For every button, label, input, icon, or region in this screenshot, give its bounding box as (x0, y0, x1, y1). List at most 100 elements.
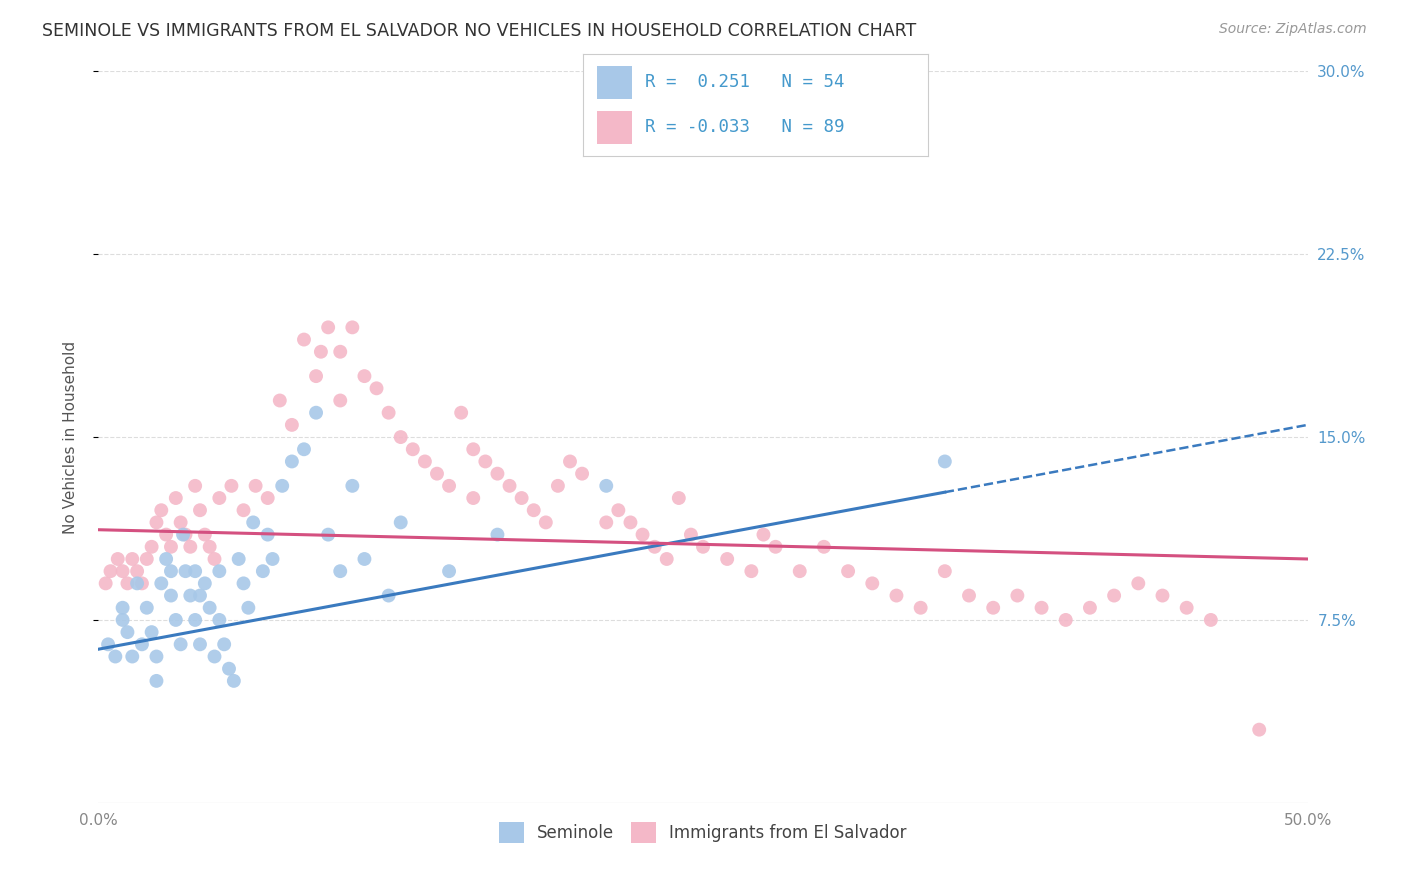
Point (131, 637, 153, 651)
Point (366, 381, 388, 395)
Point (450, 406, 472, 420)
Point (498, 479, 520, 493)
Point (426, 467, 449, 481)
Point (934, 564, 956, 578)
Point (281, 417, 304, 432)
Point (145, 516, 167, 530)
Point (292, 442, 315, 457)
Point (121, 552, 143, 566)
Point (595, 479, 617, 493)
Point (595, 516, 617, 530)
Point (117, 625, 139, 640)
Point (752, 527, 775, 541)
Point (269, 393, 291, 408)
Point (204, 552, 226, 566)
Point (117, 576, 139, 591)
Point (111, 600, 134, 615)
Point (329, 564, 352, 578)
Point (160, 540, 183, 554)
Point (188, 503, 211, 517)
Point (292, 333, 315, 347)
Point (172, 527, 194, 541)
Point (155, 527, 177, 541)
Point (474, 454, 496, 468)
Point (957, 589, 980, 603)
Point (256, 491, 278, 505)
Point (389, 516, 412, 530)
Point (238, 600, 260, 615)
Point (910, 600, 932, 615)
Point (547, 479, 569, 493)
Point (111, 564, 134, 578)
Point (981, 600, 1004, 615)
Point (716, 552, 738, 566)
Point (1152, 589, 1174, 603)
Point (309, 344, 332, 359)
Point (135, 600, 157, 615)
Point (262, 552, 284, 566)
Point (1128, 576, 1150, 591)
Point (174, 527, 197, 541)
Text: R =  0.251   N = 54: R = 0.251 N = 54 (645, 73, 845, 91)
Point (789, 564, 811, 578)
Point (305, 406, 328, 420)
Point (141, 625, 163, 640)
Point (245, 479, 267, 493)
Point (523, 503, 546, 517)
Point (644, 540, 666, 554)
Point (160, 564, 183, 578)
Point (169, 637, 191, 651)
Point (194, 527, 217, 541)
Point (571, 467, 593, 481)
Point (342, 320, 364, 334)
Point (194, 576, 217, 591)
Point (1102, 589, 1125, 603)
Point (145, 673, 167, 688)
Point (208, 613, 231, 627)
Point (135, 552, 157, 566)
Point (94, 576, 117, 591)
Point (169, 516, 191, 530)
Point (150, 576, 173, 591)
Point (242, 516, 264, 530)
Point (145, 649, 167, 664)
Point (413, 454, 436, 468)
Point (316, 527, 339, 541)
Point (631, 527, 654, 541)
Point (353, 369, 375, 384)
Text: R = -0.033   N = 89: R = -0.033 N = 89 (645, 119, 845, 136)
Point (218, 662, 240, 676)
Point (668, 491, 690, 505)
Point (402, 442, 425, 457)
Point (100, 564, 122, 578)
Point (184, 613, 207, 627)
Point (510, 491, 533, 505)
Point (179, 589, 201, 603)
Point (619, 516, 641, 530)
Point (150, 503, 173, 517)
Point (886, 589, 908, 603)
Point (655, 552, 678, 566)
Point (97, 637, 120, 651)
Point (607, 503, 630, 517)
Point (212, 637, 235, 651)
Point (353, 552, 375, 566)
Point (679, 527, 702, 541)
Point (437, 564, 460, 578)
Point (232, 503, 254, 517)
Point (1054, 613, 1077, 627)
Point (188, 637, 211, 651)
Text: Source: ZipAtlas.com: Source: ZipAtlas.com (1219, 22, 1367, 37)
Bar (598, 66, 631, 99)
Point (437, 479, 460, 493)
Point (1249, 723, 1271, 737)
Point (208, 564, 231, 578)
Legend: Seminole, Immigrants from El Salvador: Seminole, Immigrants from El Salvador (492, 815, 914, 849)
Point (208, 491, 231, 505)
Point (316, 320, 339, 334)
Point (463, 491, 485, 505)
Text: SEMINOLE VS IMMIGRANTS FROM EL SALVADOR NO VEHICLES IN HOUSEHOLD CORRELATION CHA: SEMINOLE VS IMMIGRANTS FROM EL SALVADOR … (42, 22, 917, 40)
Point (1031, 600, 1053, 615)
Point (165, 491, 187, 505)
Point (221, 479, 243, 493)
